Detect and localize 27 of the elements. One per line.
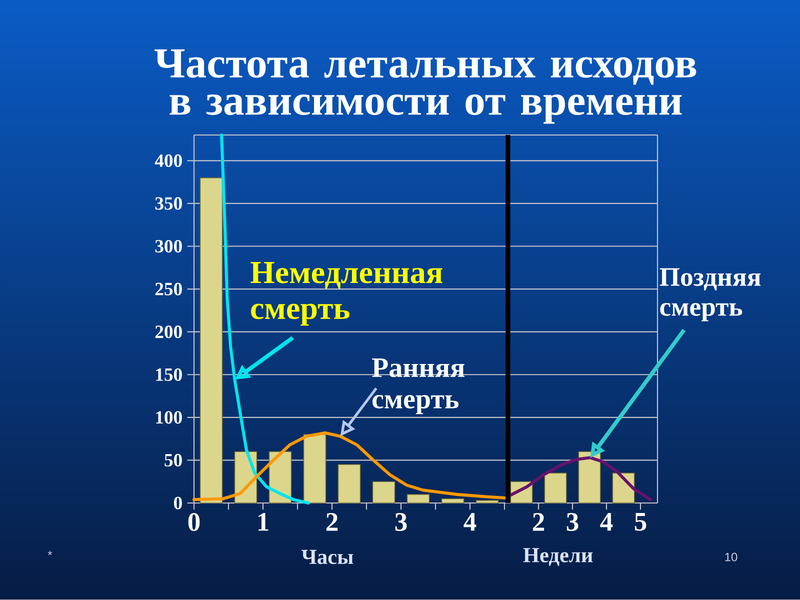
x-tick-label: 0 — [188, 513, 200, 532]
y-tick-label: 200 — [155, 326, 182, 338]
x-axis-title: Недели — [523, 548, 593, 566]
x-tick-label: 4 — [600, 513, 613, 531]
x-tick-label: 3 — [566, 513, 578, 531]
y-tick-label: 400 — [154, 154, 182, 167]
y-tick-label: 0 — [174, 496, 182, 510]
y-tick-label: 100 — [156, 411, 182, 424]
x-tick-label: 4 — [464, 513, 476, 531]
annotation: Ранняя смерть — [372, 358, 464, 414]
y-tick-label: 50 — [164, 454, 182, 467]
x-tick-label: 2 — [532, 513, 544, 531]
x-tick-label: 5 — [634, 513, 646, 531]
x-tick-label: 1 — [258, 513, 268, 531]
y-tick-label: 300 — [155, 240, 182, 253]
annotation: Немедленная смерть — [250, 262, 442, 326]
x-axis-title: Часы — [302, 550, 354, 564]
chart-title: Частота летальных исходов в зависимости от времени — [154, 49, 696, 124]
text: * — [48, 550, 52, 556]
y-tick-label: 350 — [155, 197, 182, 210]
text: Поздняя смерть — [660, 268, 761, 322]
text: 10 — [725, 552, 738, 562]
y-tick-label: 150 — [156, 368, 182, 381]
line-series — [192, 431, 506, 502]
x-tick-label: 2 — [326, 513, 338, 531]
x-tick-label: 3 — [395, 513, 407, 531]
y-tick-label: 250 — [155, 282, 182, 296]
